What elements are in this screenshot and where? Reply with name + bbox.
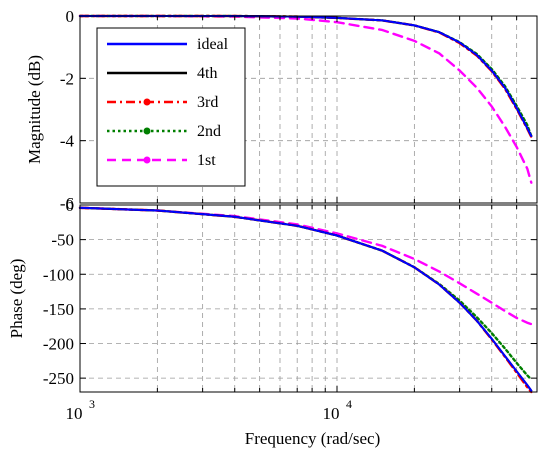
legend-marker-2nd	[143, 127, 151, 135]
series-line-1st	[78, 206, 533, 326]
frequency-x-axis-label: Frequency (rad/sec)	[245, 429, 380, 448]
y-tick-label: -200	[43, 335, 74, 354]
legend-label-ideal: ideal	[197, 36, 229, 53]
magnitude-panel: 0 -2 -4 -6 Magnitude (dB) ideal 4th 3rd 2nd 1st	[25, 7, 538, 213]
series-line-ideal	[79, 206, 533, 392]
legend-label-3rd: 3rd	[197, 94, 218, 111]
y-tick-label: -250	[43, 369, 74, 388]
phase-axes-frame	[79, 204, 538, 393]
x-tick-label: 10	[323, 404, 340, 423]
magnitude-axes-frame	[79, 15, 538, 204]
phase-panel: 0 -50 -100 -150 -200 -250 10 3 10 4 Phase (deg) F…	[7, 196, 538, 448]
x-tick-exponent: 3	[89, 397, 95, 411]
phase-grid	[80, 205, 538, 392]
phase-y-axis-label: Phase (deg)	[7, 259, 26, 339]
y-tick-label: -100	[43, 265, 74, 284]
legend: ideal 4th 3rd 2nd 1st	[96, 27, 246, 187]
legend-label-1st: 1st	[197, 152, 216, 169]
y-tick-label: -2	[60, 69, 74, 88]
y-tick-label: -6	[60, 194, 74, 213]
legend-label-4th: 4th	[197, 65, 217, 82]
magnitude-ticks: 0 -2 -4 -6	[60, 7, 538, 213]
x-tick-exponent: 4	[346, 397, 352, 411]
y-tick-label: -50	[51, 231, 74, 250]
legend-label-2nd: 2nd	[197, 123, 221, 140]
series-line-1st	[78, 14, 533, 184]
x-tick-label: 10	[66, 404, 83, 423]
y-tick-label: -150	[43, 300, 74, 319]
legend-marker-1st	[143, 156, 151, 164]
legend-marker-3rd	[143, 98, 151, 106]
y-tick-label: 0	[66, 196, 75, 215]
y-tick-label: 0	[66, 7, 75, 26]
phase-series	[78, 206, 533, 394]
phase-ticks: 0 -50 -100 -150 -200 -250 10 3 10 4	[43, 196, 538, 423]
magnitude-y-axis-label: Magnitude (dB)	[25, 55, 44, 164]
y-tick-label: -4	[60, 132, 75, 151]
